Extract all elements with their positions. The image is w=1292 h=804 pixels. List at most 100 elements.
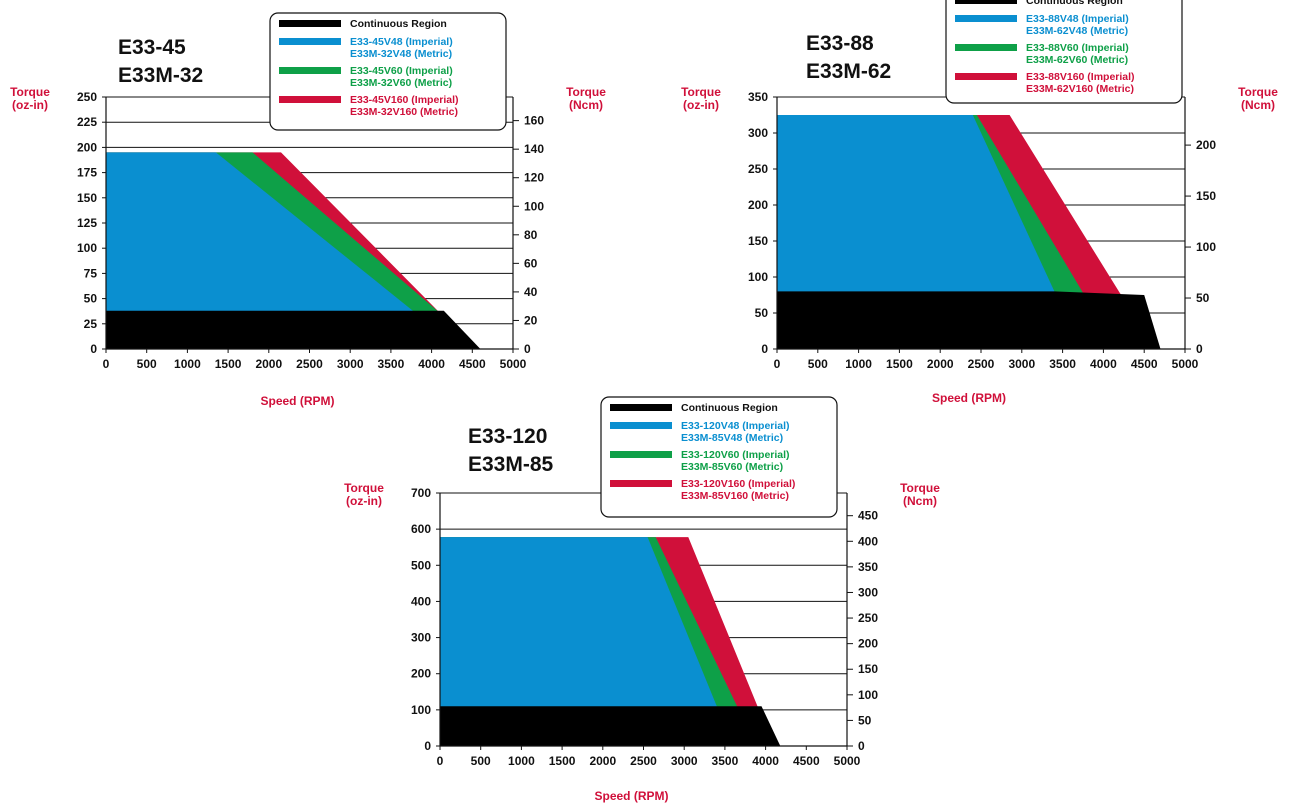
region-v48 bbox=[440, 537, 738, 746]
y-left-axis-label: Torque bbox=[681, 85, 721, 99]
y-left-axis-label: Torque bbox=[344, 481, 384, 495]
x-tick-label: 2500 bbox=[630, 754, 657, 768]
y-right-tick-label: 50 bbox=[1196, 291, 1210, 305]
legend-label-continuous: Continuous Region bbox=[681, 402, 778, 414]
chart-title: E33M-85 bbox=[468, 453, 554, 476]
legend-swatch-v160 bbox=[955, 73, 1017, 80]
y-left-tick-label: 50 bbox=[755, 306, 769, 320]
y-left-tick-label: 500 bbox=[411, 558, 431, 572]
y-right-tick-label: 100 bbox=[524, 199, 544, 213]
x-axis-label: Speed (RPM) bbox=[932, 391, 1006, 405]
y-left-axis-label: (oz-in) bbox=[346, 494, 382, 508]
y-left-tick-label: 175 bbox=[77, 166, 97, 180]
region-v48 bbox=[777, 115, 1078, 349]
legend-label-v60: E33M-32V60 (Metric) bbox=[350, 77, 452, 89]
x-tick-label: 500 bbox=[137, 357, 157, 371]
y-right-tick-label: 80 bbox=[524, 228, 538, 242]
x-tick-label: 500 bbox=[808, 357, 828, 371]
y-right-tick-label: 200 bbox=[1196, 138, 1216, 152]
x-tick-label: 0 bbox=[774, 357, 781, 371]
y-left-tick-label: 0 bbox=[90, 342, 97, 356]
chart-1: 0 500 1000 1500 2000 2500 3000 3500 4000 4500 5000… bbox=[10, 12, 606, 408]
y-left-tick-label: 150 bbox=[77, 191, 97, 205]
y-left-tick-label: 300 bbox=[411, 631, 431, 645]
x-tick-label: 2000 bbox=[927, 357, 954, 371]
legend-swatch-v60 bbox=[279, 67, 341, 74]
x-tick-label: 3500 bbox=[712, 754, 739, 768]
legend-swatch-v60 bbox=[610, 451, 672, 458]
y-left-tick-label: 100 bbox=[411, 703, 431, 717]
x-tick-label: 4000 bbox=[418, 357, 445, 371]
x-axis-label: Speed (RPM) bbox=[594, 789, 668, 803]
x-tick-label: 2000 bbox=[589, 754, 616, 768]
legend-label-v60: E33-88V60 (Imperial) bbox=[1026, 42, 1129, 54]
legend-swatch-continuous bbox=[610, 404, 672, 411]
legend-swatch-v160 bbox=[610, 480, 672, 487]
chart-title: E33M-32 bbox=[118, 64, 203, 87]
y-right-tick-label: 60 bbox=[524, 256, 538, 270]
legend-label-v48: E33M-32V48 (Metric) bbox=[350, 48, 452, 60]
y-right-axis-label: Torque bbox=[1238, 85, 1278, 99]
legend-label-continuous: Continuous Region bbox=[350, 18, 447, 30]
x-tick-label: 0 bbox=[437, 754, 444, 768]
legend-swatch-v48 bbox=[955, 15, 1017, 22]
y-right-tick-label: 400 bbox=[858, 534, 878, 548]
x-tick-label: 4000 bbox=[1090, 357, 1117, 371]
chart-title: E33-45 bbox=[118, 36, 186, 59]
y-right-tick-label: 100 bbox=[858, 688, 878, 702]
x-tick-label: 4000 bbox=[752, 754, 779, 768]
chart-title: E33M-62 bbox=[806, 60, 891, 83]
x-tick-label: 5000 bbox=[1172, 357, 1199, 371]
legend-label-continuous: Continuous Region bbox=[1026, 0, 1123, 7]
y-right-tick-label: 100 bbox=[1196, 240, 1216, 254]
x-tick-label: 1500 bbox=[886, 357, 913, 371]
y-left-tick-label: 100 bbox=[748, 270, 768, 284]
x-tick-label: 4500 bbox=[459, 357, 486, 371]
legend-label-v48: E33-120V48 (Imperial) bbox=[681, 420, 790, 432]
y-right-tick-label: 50 bbox=[858, 713, 872, 727]
x-tick-label: 2500 bbox=[296, 357, 323, 371]
y-right-tick-label: 40 bbox=[524, 285, 538, 299]
y-right-axis-label: (Ncm) bbox=[903, 494, 937, 508]
legend-swatch-continuous bbox=[279, 20, 341, 27]
x-tick-label: 4500 bbox=[793, 754, 820, 768]
y-right-axis-label: Torque bbox=[900, 481, 940, 495]
legend-label-v60: E33M-62V60 (Metric) bbox=[1026, 54, 1128, 66]
region-continuous bbox=[777, 291, 1161, 349]
legend-label-v48: E33-88V48 (Imperial) bbox=[1026, 13, 1129, 25]
y-right-tick-label: 160 bbox=[524, 114, 544, 128]
legend-label-v160: E33M-85V160 (Metric) bbox=[681, 490, 789, 502]
x-tick-label: 4500 bbox=[1131, 357, 1158, 371]
legend-label-v60: E33M-85V60 (Metric) bbox=[681, 461, 783, 473]
x-tick-label: 3000 bbox=[671, 754, 698, 768]
legend-swatch-v48 bbox=[279, 38, 341, 45]
region-continuous bbox=[106, 310, 481, 349]
y-left-tick-label: 150 bbox=[748, 234, 768, 248]
y-left-tick-label: 350 bbox=[748, 90, 768, 104]
x-tick-label: 1000 bbox=[174, 357, 201, 371]
x-tick-label: 1500 bbox=[215, 357, 242, 371]
x-tick-label: 500 bbox=[471, 754, 491, 768]
y-right-tick-label: 200 bbox=[858, 637, 878, 651]
x-tick-label: 2500 bbox=[968, 357, 995, 371]
region-continuous bbox=[440, 706, 781, 746]
y-left-tick-label: 0 bbox=[424, 739, 431, 753]
y-right-tick-label: 250 bbox=[858, 611, 878, 625]
legend-swatch-continuous bbox=[955, 0, 1017, 4]
y-left-tick-label: 250 bbox=[77, 90, 97, 104]
legend-label-v60: E33-120V60 (Imperial) bbox=[681, 449, 790, 461]
chart-title: E33-120 bbox=[468, 425, 547, 448]
legend-label-v48: E33M-85V48 (Metric) bbox=[681, 432, 783, 444]
x-tick-label: 3500 bbox=[378, 357, 405, 371]
x-tick-label: 5000 bbox=[500, 357, 527, 371]
y-right-axis-label: (Ncm) bbox=[569, 98, 603, 112]
y-left-axis-label: Torque bbox=[10, 85, 50, 99]
y-left-tick-label: 300 bbox=[748, 126, 768, 140]
y-right-tick-label: 0 bbox=[858, 739, 865, 753]
y-left-tick-label: 0 bbox=[761, 342, 768, 356]
y-right-tick-label: 120 bbox=[524, 171, 544, 185]
legend-label-v48: E33M-62V48 (Metric) bbox=[1026, 25, 1128, 37]
x-tick-label: 1000 bbox=[845, 357, 872, 371]
y-left-tick-label: 200 bbox=[77, 140, 97, 154]
